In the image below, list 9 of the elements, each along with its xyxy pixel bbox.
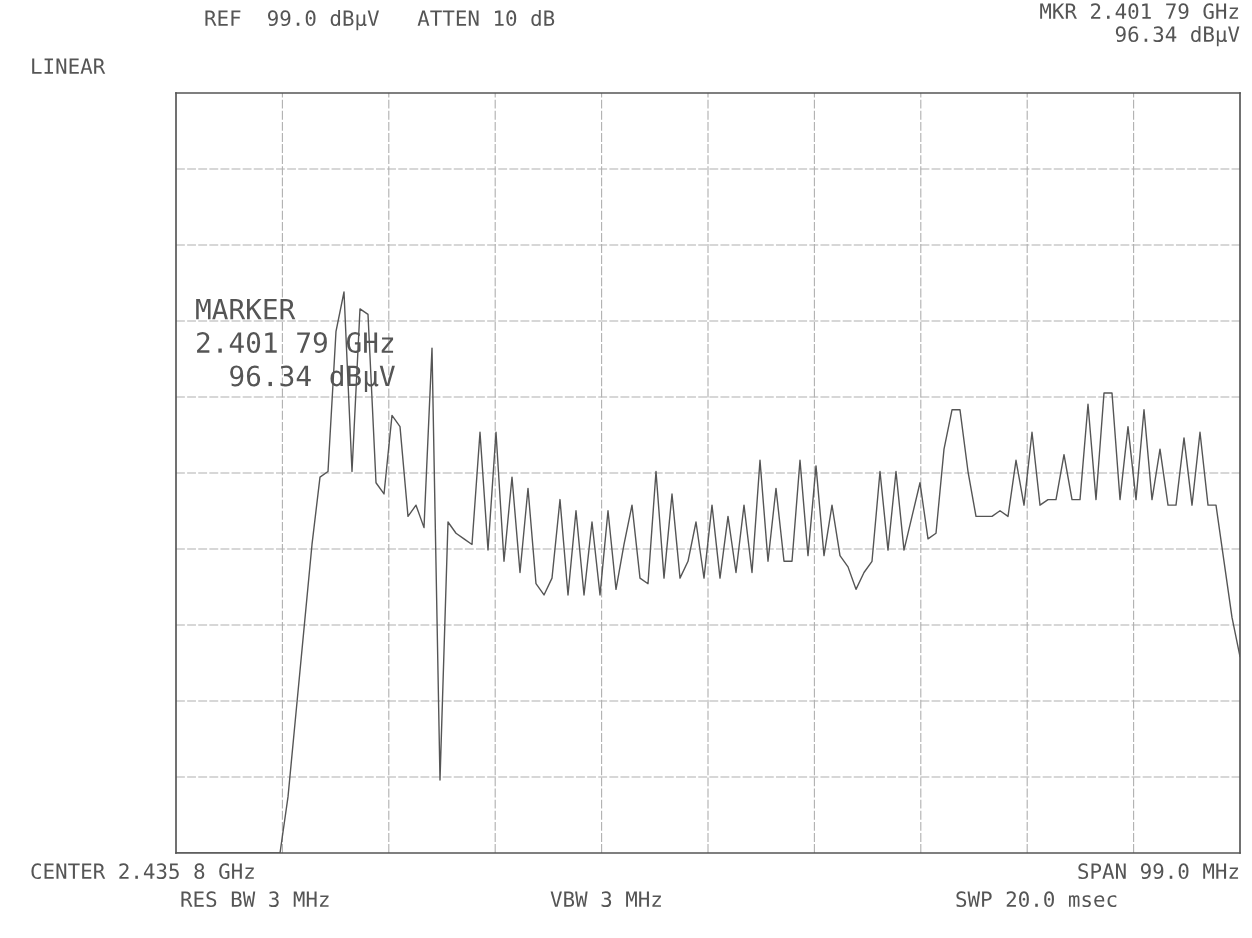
text: RES BW 3 MHz <box>181 891 329 908</box>
text: SWP 20.0 msec <box>956 891 1117 908</box>
text: MKR 2.401 79 GHz <box>1040 3 1239 20</box>
text: CENTER 2.435 8 GHz <box>31 863 254 880</box>
text: 96.34 dBµV <box>1115 25 1240 47</box>
text: SPAN 99.0 MHz <box>1078 863 1239 880</box>
text: REF 99.0 dBµV ATTEN 10 dB <box>205 9 555 31</box>
text: VBW 3 MHz <box>550 891 661 908</box>
text: LINEAR <box>32 58 106 74</box>
